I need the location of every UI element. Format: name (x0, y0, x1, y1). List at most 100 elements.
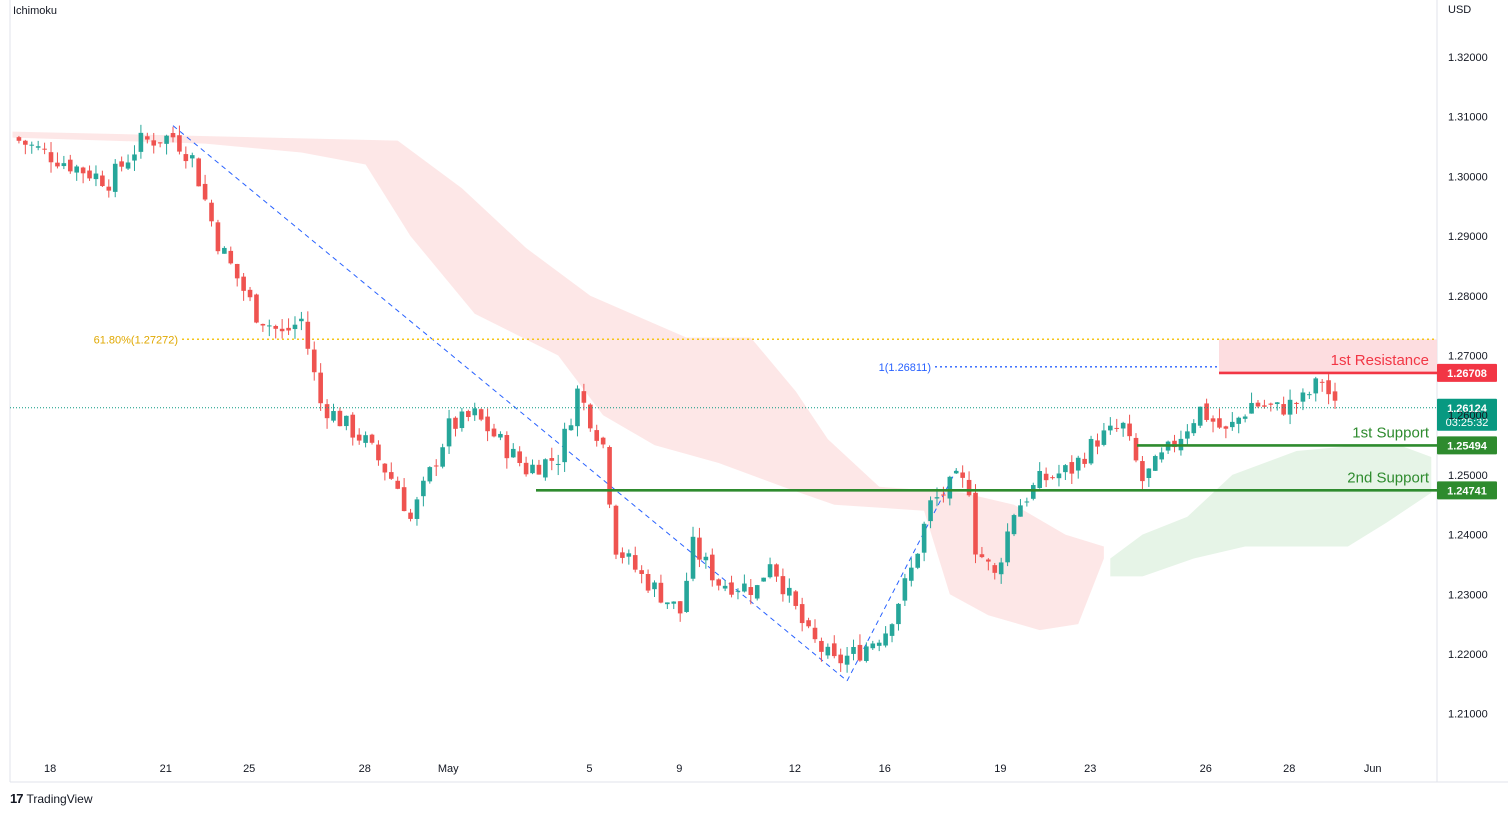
candle (1230, 412, 1235, 431)
candle-body (100, 175, 105, 187)
candle (690, 526, 696, 582)
candle-body (774, 564, 779, 577)
candle-body (960, 472, 965, 478)
support-2-value: 1.24741 (1447, 485, 1487, 497)
candle (132, 145, 137, 171)
candle-body (665, 602, 670, 605)
candle (23, 139, 28, 155)
candle (851, 639, 856, 661)
candle-body (138, 132, 144, 152)
time-tick-label: 16 (879, 763, 891, 775)
resistance-1: 1st Resistance (1331, 352, 1429, 369)
candle (87, 165, 92, 181)
candle (1056, 464, 1062, 487)
candle-body (530, 464, 535, 474)
candle-body (382, 463, 388, 473)
candle (1281, 396, 1286, 416)
candle (1217, 408, 1222, 429)
candle (29, 141, 35, 154)
candle (183, 146, 189, 169)
candle-body (909, 567, 914, 581)
countdown-timer: 03:25:32 (1446, 417, 1489, 429)
candle-body (1037, 470, 1042, 489)
candle (254, 293, 259, 324)
candle (588, 403, 593, 432)
candle (735, 588, 741, 600)
candle-body (1050, 477, 1055, 479)
candle-body (466, 411, 471, 418)
candle (331, 403, 336, 423)
candle-body (1197, 406, 1203, 426)
candle-body (838, 654, 843, 664)
candle (421, 476, 426, 507)
candle (395, 476, 400, 490)
candle-body (1274, 402, 1280, 405)
candle (215, 219, 221, 255)
candle (67, 154, 73, 174)
candle (260, 323, 266, 332)
candle (774, 563, 779, 582)
candle-body (1088, 438, 1094, 464)
candle (844, 646, 850, 673)
candle-body (870, 643, 876, 649)
candle (575, 385, 580, 437)
candle (780, 568, 786, 602)
candle-body (305, 321, 311, 349)
candle-body (1108, 425, 1113, 431)
candle-body (498, 433, 503, 438)
candle (626, 549, 632, 565)
candle (883, 626, 888, 648)
candle-body (517, 451, 522, 463)
candle-body (1281, 404, 1286, 415)
candle (504, 431, 510, 469)
candle-body (292, 324, 298, 330)
candle-body (1011, 515, 1017, 535)
candle-body (722, 585, 728, 589)
candle (613, 504, 619, 560)
candle-body (356, 434, 362, 441)
candle (1159, 447, 1164, 463)
candle-body (864, 646, 869, 661)
candle (793, 589, 799, 610)
candle (376, 440, 381, 466)
time-tick-label: 26 (1200, 763, 1212, 775)
resistance-zone-band (1219, 339, 1437, 373)
currency-label: USD (1448, 4, 1471, 16)
candle-body (536, 464, 542, 475)
candle (100, 170, 105, 188)
candle-body (1030, 485, 1036, 499)
price-tick-label: 1.28000 (1448, 291, 1488, 303)
candle-body (966, 479, 972, 496)
candle-body (67, 159, 73, 172)
candle-body (145, 136, 150, 140)
candle-body (819, 640, 824, 652)
price-tick-label: 1.29000 (1448, 231, 1488, 243)
candle-body (1236, 417, 1242, 424)
candle (414, 496, 420, 526)
candle-body (80, 167, 86, 174)
candle (1133, 433, 1139, 463)
candle-body (125, 162, 131, 169)
candle-body (754, 585, 760, 599)
candle (1140, 455, 1145, 492)
price-tick-label: 1.26000 (1448, 410, 1488, 422)
candle (189, 152, 195, 168)
candle-body (1230, 421, 1235, 428)
candle-body (1133, 437, 1139, 461)
candle (222, 246, 227, 254)
candle (247, 286, 253, 302)
candle-body (350, 414, 356, 438)
candle-body (286, 327, 291, 331)
candle-body (953, 470, 959, 474)
candle (1011, 513, 1017, 537)
candle (106, 179, 112, 198)
candle-body (183, 154, 189, 162)
candle-body (363, 435, 368, 443)
candle-body (787, 587, 792, 596)
candle (562, 422, 567, 472)
candle (549, 447, 555, 471)
tradingview-logo[interactable]: 17 TradingView (10, 791, 93, 806)
candle-body (299, 318, 304, 322)
time-tick-label: 21 (160, 763, 172, 775)
